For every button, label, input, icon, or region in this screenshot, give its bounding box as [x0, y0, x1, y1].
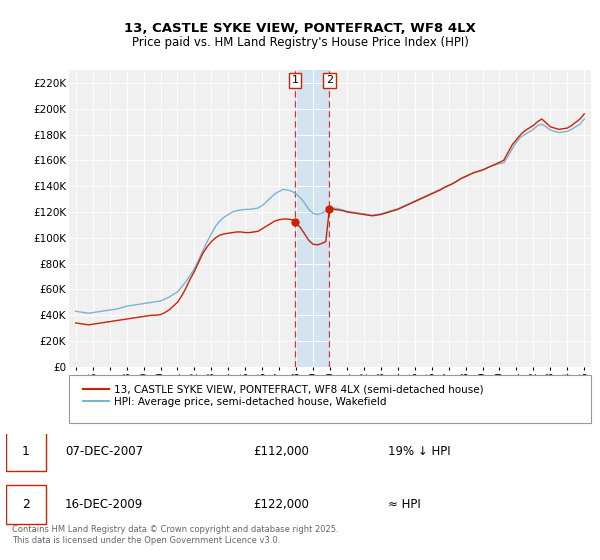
- Text: 2: 2: [326, 76, 333, 85]
- Text: Contains HM Land Registry data © Crown copyright and database right 2025.
This d: Contains HM Land Registry data © Crown c…: [12, 525, 338, 545]
- Text: £112,000: £112,000: [253, 445, 309, 458]
- Text: 2: 2: [22, 498, 30, 511]
- Text: 1: 1: [22, 445, 30, 458]
- Bar: [295, 70, 329, 367]
- Legend: 13, CASTLE SYKE VIEW, PONTEFRACT, WF8 4LX (semi-detached house), HPI: Average pr: 13, CASTLE SYKE VIEW, PONTEFRACT, WF8 4L…: [79, 381, 487, 410]
- Text: 16-DEC-2009: 16-DEC-2009: [65, 498, 143, 511]
- FancyBboxPatch shape: [6, 485, 46, 524]
- Text: ≈ HPI: ≈ HPI: [388, 498, 421, 511]
- Text: 19% ↓ HPI: 19% ↓ HPI: [388, 445, 451, 458]
- Text: Price paid vs. HM Land Registry's House Price Index (HPI): Price paid vs. HM Land Registry's House …: [131, 36, 469, 49]
- Text: £122,000: £122,000: [253, 498, 309, 511]
- Text: 07-DEC-2007: 07-DEC-2007: [65, 445, 143, 458]
- Text: 13, CASTLE SYKE VIEW, PONTEFRACT, WF8 4LX: 13, CASTLE SYKE VIEW, PONTEFRACT, WF8 4L…: [124, 22, 476, 35]
- FancyBboxPatch shape: [6, 432, 46, 472]
- Text: 1: 1: [292, 76, 298, 85]
